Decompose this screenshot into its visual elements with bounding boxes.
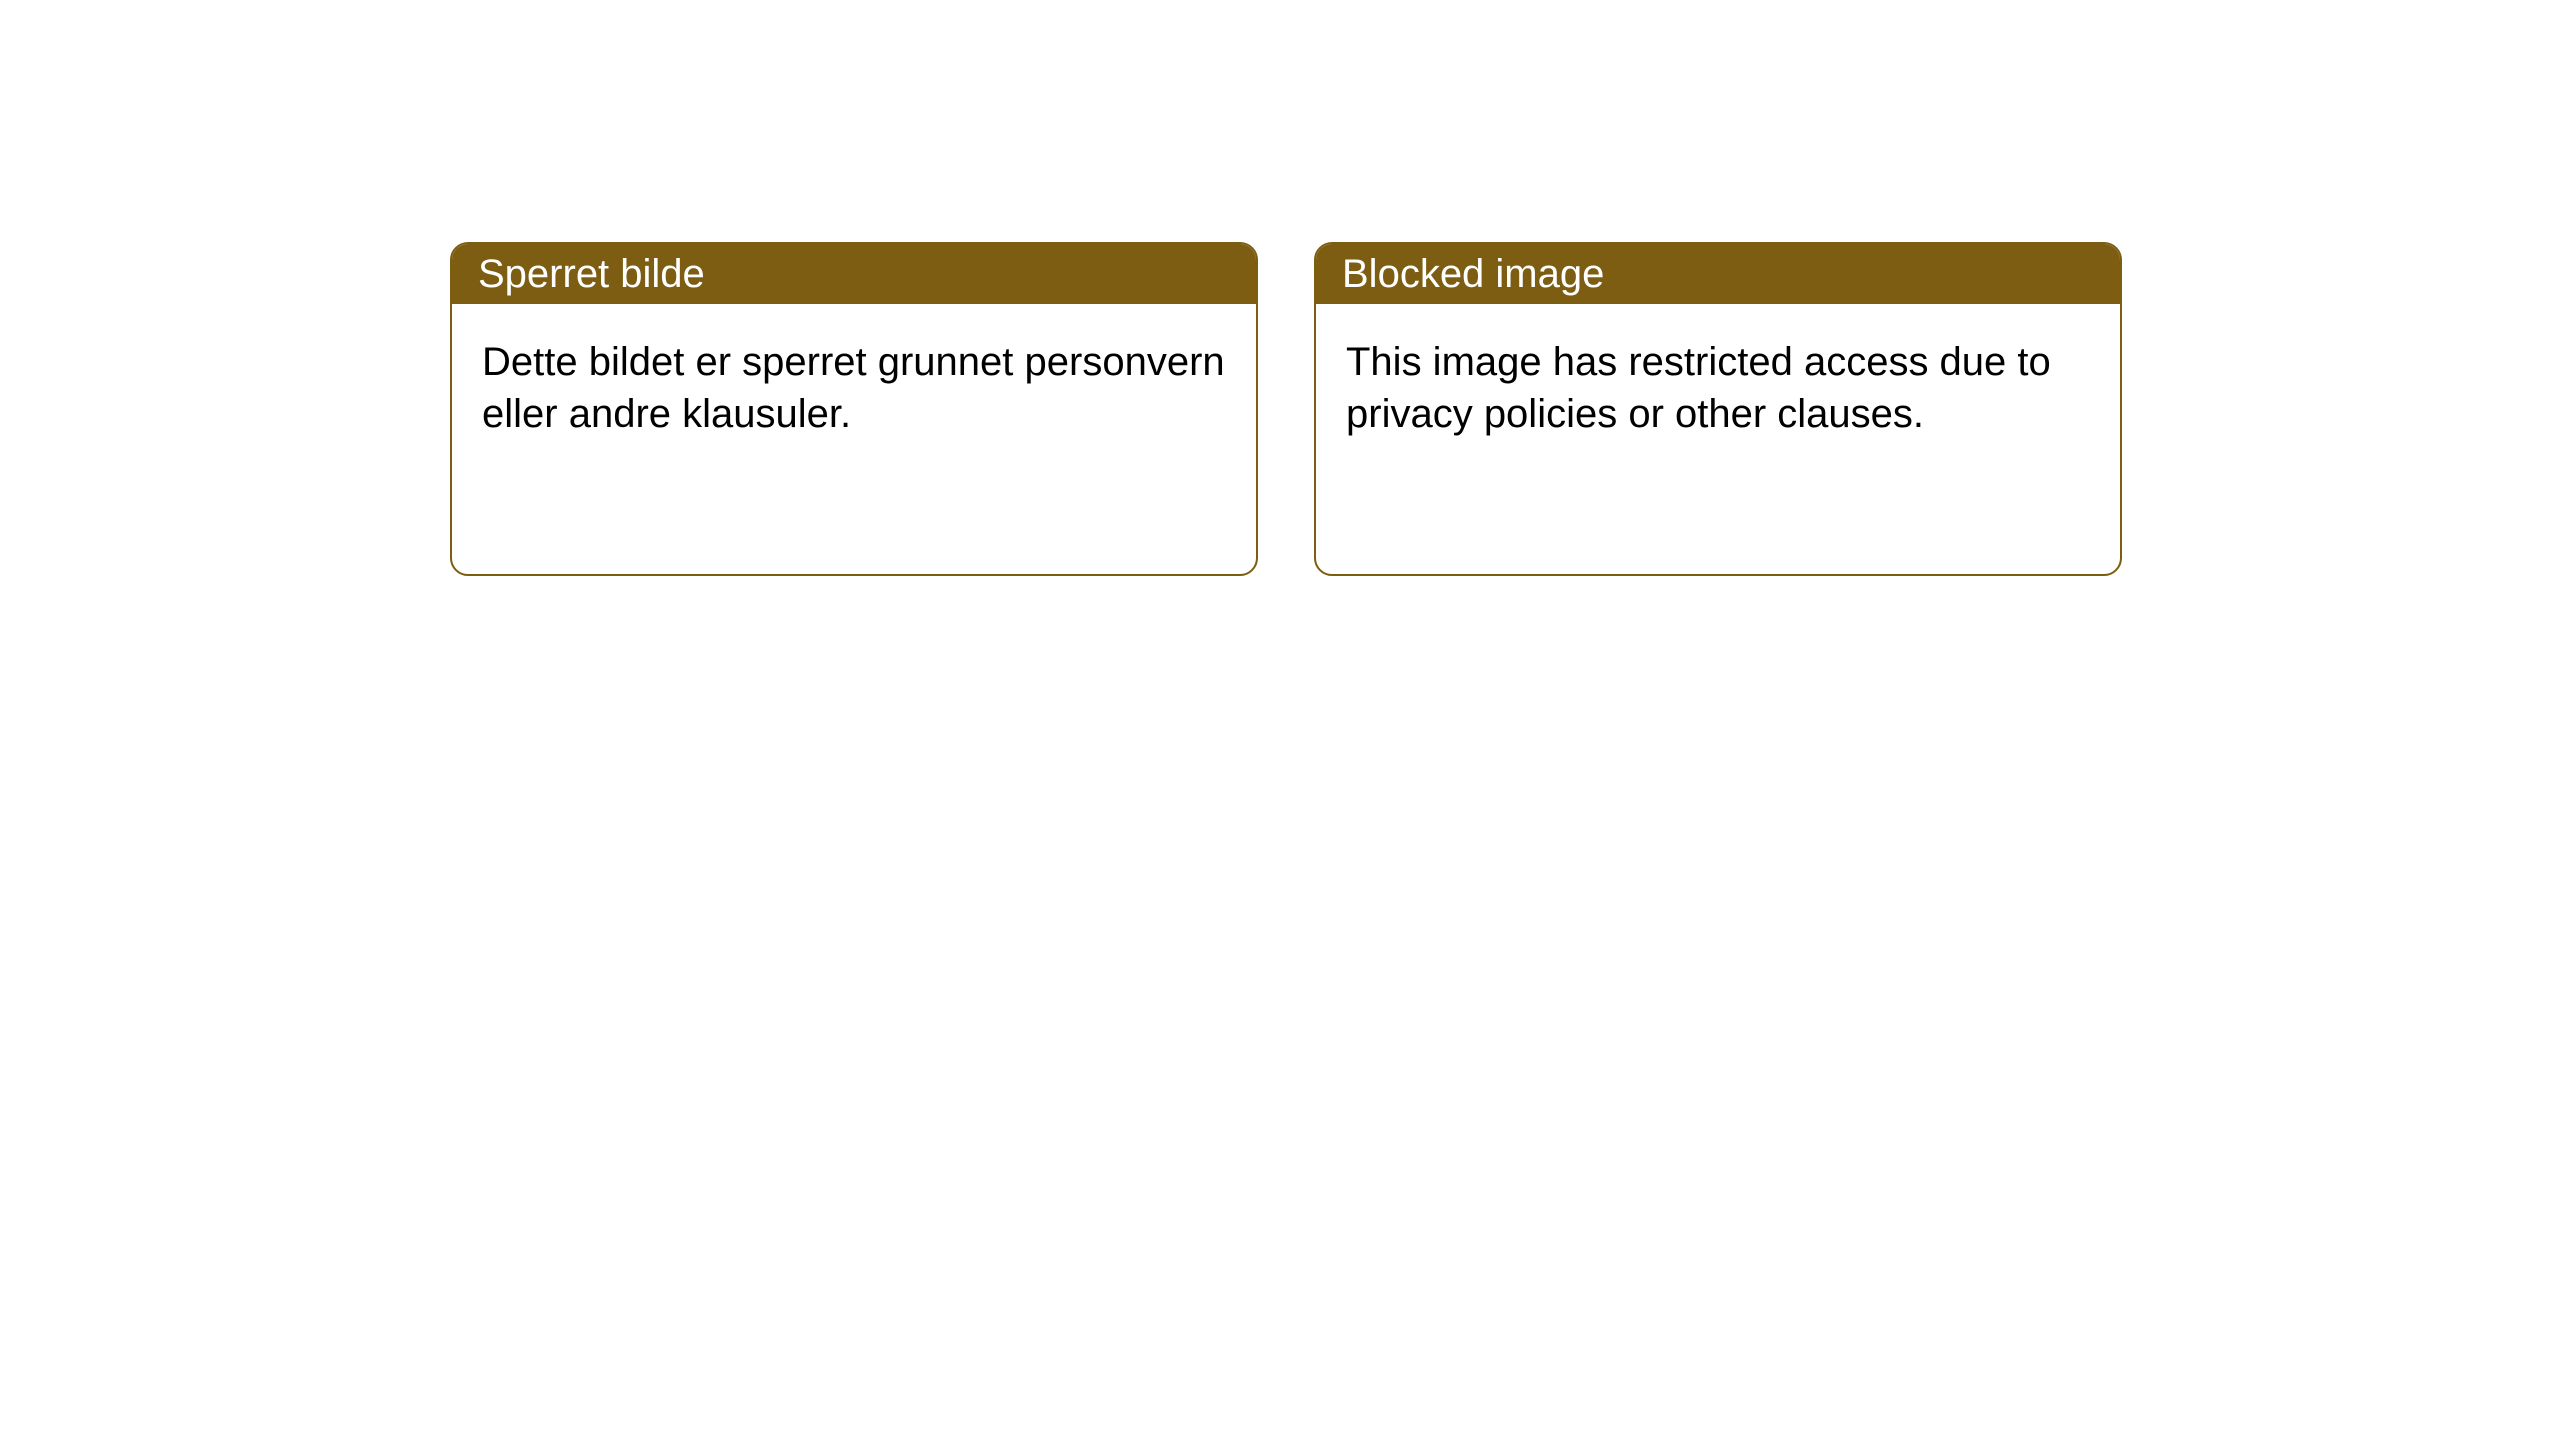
notice-body-text: This image has restricted access due to … xyxy=(1346,340,2051,436)
notice-title: Blocked image xyxy=(1342,252,1604,297)
notice-card-header: Sperret bilde xyxy=(452,244,1256,304)
notice-container: Sperret bilde Dette bildet er sperret gr… xyxy=(450,242,2122,576)
notice-card-english: Blocked image This image has restricted … xyxy=(1314,242,2122,576)
notice-card-header: Blocked image xyxy=(1316,244,2120,304)
notice-card-body: This image has restricted access due to … xyxy=(1316,304,2120,472)
notice-title: Sperret bilde xyxy=(478,252,705,297)
notice-card-norwegian: Sperret bilde Dette bildet er sperret gr… xyxy=(450,242,1258,576)
notice-body-text: Dette bildet er sperret grunnet personve… xyxy=(482,340,1225,436)
notice-card-body: Dette bildet er sperret grunnet personve… xyxy=(452,304,1256,472)
